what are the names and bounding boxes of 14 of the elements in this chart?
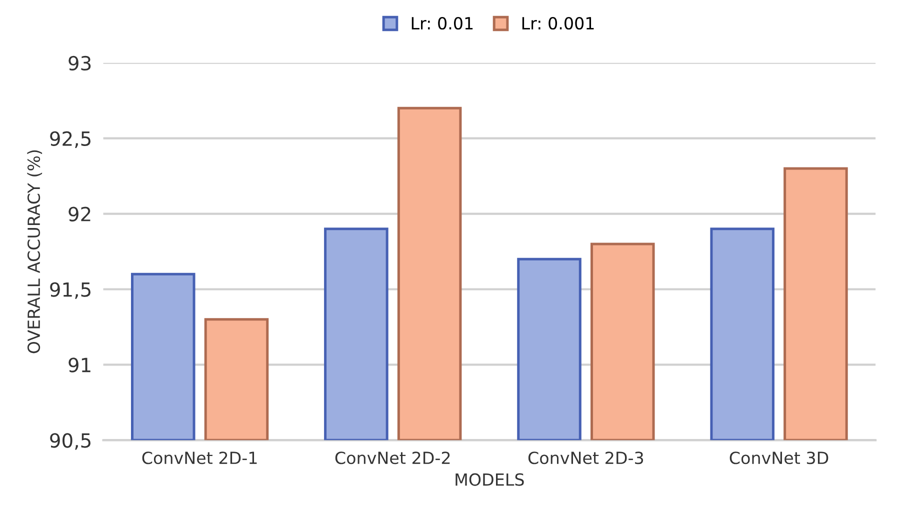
x-tick-label: ConvNet 3D: [730, 452, 828, 464]
x-tick-label: ConvNet 2D-2: [335, 452, 450, 464]
y-tick-label: 90,5: [50, 433, 90, 450]
y-tick-label: 93: [68, 56, 91, 71]
legend-label: Lr: 0.001: [522, 16, 594, 30]
legend-label: Lr: 0.01: [412, 16, 473, 30]
y-tick-label: 92,5: [50, 131, 90, 148]
x-tick-label: ConvNet 2D-1: [142, 452, 257, 464]
y-axis-title: OVERALL ACCURACY (%): [27, 150, 42, 354]
y-tick-label: 91: [68, 358, 90, 372]
x-axis-title: MODELS: [456, 473, 524, 486]
x-tick-label: ConvNet 2D-3: [528, 452, 644, 464]
y-tick-label: 92: [68, 206, 90, 222]
y-tick-label: 91,5: [50, 282, 90, 299]
